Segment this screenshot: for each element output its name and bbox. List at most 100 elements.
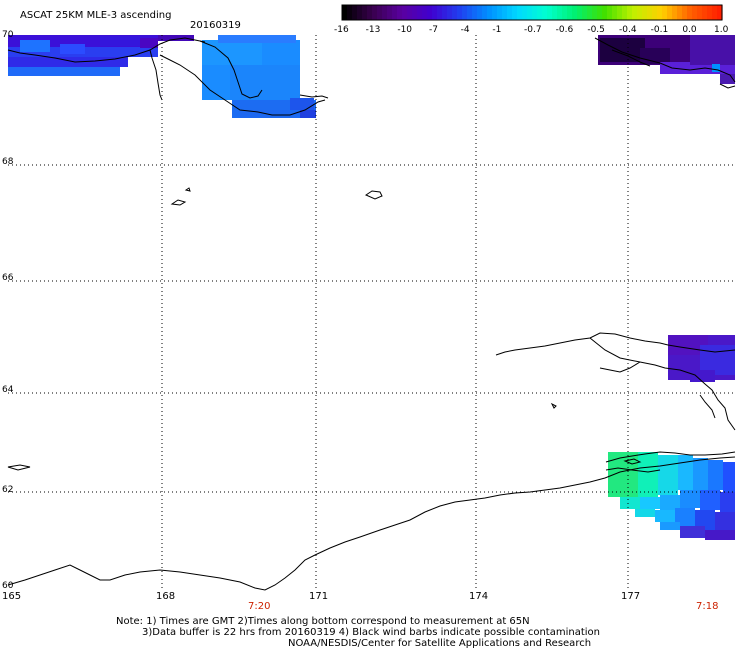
colorbar-cell — [387, 5, 393, 20]
colorbar-cell — [512, 5, 518, 20]
wind-cell — [655, 510, 675, 522]
wind-cell — [660, 495, 680, 510]
colorbar-tick-label: -0.1 — [650, 25, 669, 35]
colorbar-tick-label: -0.6 — [555, 25, 574, 35]
colorbar-cell — [532, 5, 538, 20]
colorbar-cell — [377, 5, 383, 20]
wind-cell — [635, 509, 655, 517]
colorbar-cell — [572, 5, 578, 20]
colorbar-cell — [527, 5, 533, 20]
colorbar-cell — [657, 5, 663, 20]
time-label-2: 7:18 — [696, 601, 719, 612]
colorbar-cell — [592, 5, 598, 20]
colorbar-cell — [707, 5, 713, 20]
colorbar-cell — [687, 5, 693, 20]
colorbar-cell — [342, 5, 348, 20]
colorbar-cell — [382, 5, 388, 20]
colorbar-cell — [542, 5, 548, 20]
wind-cell — [140, 38, 158, 48]
wind-cell — [290, 98, 314, 110]
colorbar-tick-label: -0.4 — [619, 25, 637, 35]
coastline — [7, 37, 736, 591]
colorbar-tick-label: -0.7 — [524, 25, 542, 35]
colorbar-cell — [627, 5, 633, 20]
colorbar-cell — [402, 5, 408, 20]
lon-label-168: 168 — [156, 591, 176, 602]
wind-cell — [720, 492, 735, 512]
lat-label-60: 60 — [2, 581, 14, 591]
colorbar-cell — [602, 5, 608, 20]
colorbar-cell — [682, 5, 688, 20]
wind-cell — [658, 455, 678, 495]
colorbar-cell — [432, 5, 438, 20]
colorbar-tick-label: -16 — [334, 25, 349, 35]
colorbar-cell — [422, 5, 428, 20]
colorbar-cell — [477, 5, 483, 20]
colorbar-cell — [672, 5, 678, 20]
colorbar-cell — [617, 5, 623, 20]
lat-label-64: 64 — [2, 385, 14, 395]
wind-cell — [693, 458, 708, 493]
colorbar-cell — [547, 5, 553, 20]
wind-cell — [705, 530, 735, 540]
wind-cell — [690, 35, 735, 65]
colorbar-tick-label: -10 — [397, 25, 413, 35]
colorbar-cell — [647, 5, 653, 20]
colorbar-cell — [372, 5, 378, 20]
colorbar-cell — [607, 5, 613, 20]
colorbar-cell — [662, 5, 668, 20]
colorbar-cell — [417, 5, 423, 20]
colorbar-cell — [717, 5, 723, 20]
lat-lon-grid — [8, 35, 735, 588]
colorbar-cell — [552, 5, 558, 20]
wind-cell — [620, 497, 640, 509]
colorbar-cell — [497, 5, 503, 20]
colorbar-cell — [567, 5, 573, 20]
note-line-2: 3)Data buffer is 22 hrs from 20160319 4)… — [142, 627, 600, 638]
colorbar-tick-label: -7 — [429, 25, 438, 35]
colorbar-cell — [632, 5, 638, 20]
map-title: ASCAT 25KM MLE-3 ascending — [20, 10, 172, 21]
colorbar-tick-label: 0.0 — [682, 25, 697, 35]
note-line-3: NOAA/NESDIS/Center for Satellite Applica… — [288, 638, 592, 649]
lat-label-62: 62 — [2, 485, 14, 495]
colorbar-cell — [537, 5, 543, 20]
colorbar-cell — [557, 5, 563, 20]
colorbar-cell — [587, 5, 593, 20]
wind-cell — [660, 522, 680, 530]
colorbar-tick-label: -0.5 — [587, 25, 605, 35]
colorbar-cell — [437, 5, 443, 20]
lon-label-165: 165 — [2, 591, 22, 602]
wind-cell — [100, 36, 140, 46]
wind-cell — [158, 35, 194, 41]
colorbar-cell — [507, 5, 513, 20]
wind-cell — [638, 452, 658, 497]
wind-cell — [678, 455, 693, 490]
wind-cell — [715, 512, 735, 530]
colorbar-cell — [352, 5, 358, 20]
wind-cell — [8, 57, 128, 67]
colorbar-cell — [482, 5, 488, 20]
wind-cell — [640, 497, 660, 509]
colorbar-cell — [692, 5, 698, 20]
wind-cell — [20, 40, 50, 52]
colorbar-cell — [407, 5, 413, 20]
colorbar-cell — [492, 5, 498, 20]
colorbar-cell — [442, 5, 448, 20]
colorbar-cell — [427, 5, 433, 20]
colorbar-cell — [637, 5, 643, 20]
colorbar-cell — [472, 5, 478, 20]
colorbar-cell — [612, 5, 618, 20]
colorbar-cell — [367, 5, 373, 20]
wind-cell — [600, 38, 645, 62]
lat-label-70: 70 — [2, 30, 14, 40]
colorbar-cell — [597, 5, 603, 20]
colorbar-cell — [697, 5, 703, 20]
wind-cell — [723, 462, 735, 492]
wind-cell — [300, 110, 316, 118]
colorbar-cell — [667, 5, 673, 20]
colorbar-cell — [677, 5, 683, 20]
wind-cell — [695, 510, 715, 530]
